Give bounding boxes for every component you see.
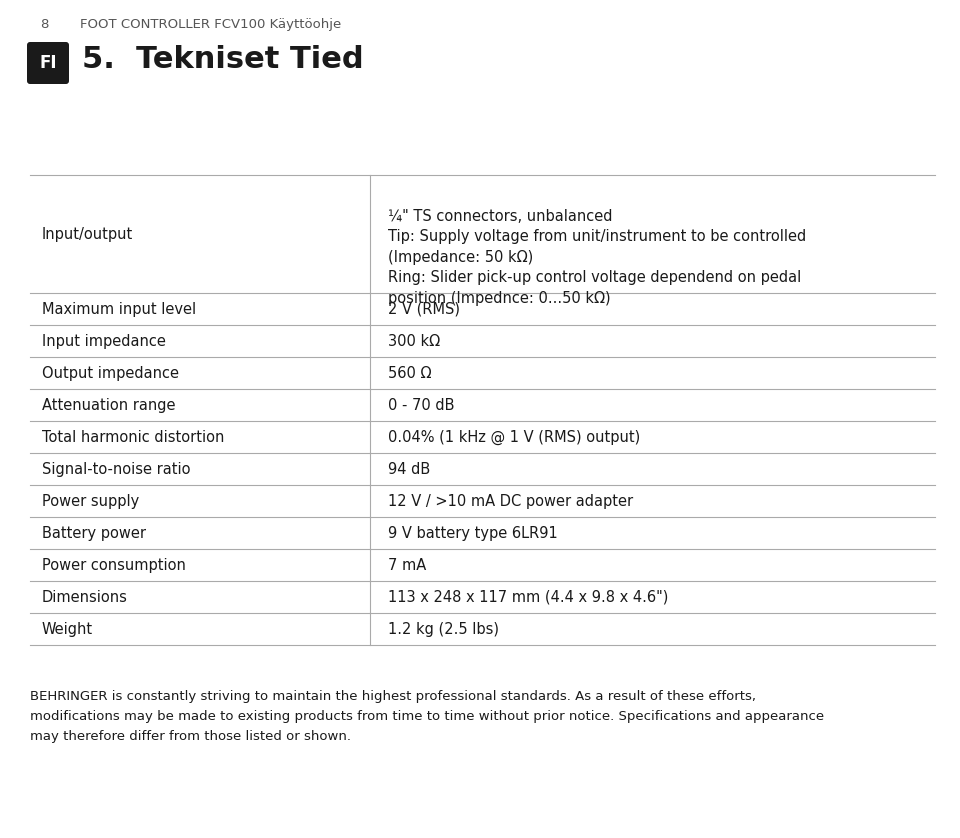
Text: Input/output: Input/output: [42, 226, 133, 241]
Text: Dimensions: Dimensions: [42, 589, 128, 604]
Text: Power consumption: Power consumption: [42, 557, 186, 572]
Text: Signal-to-noise ratio: Signal-to-noise ratio: [42, 462, 190, 477]
Text: ¼" TS connectors, unbalanced
Tip: Supply voltage from unit/instrument to be cont: ¼" TS connectors, unbalanced Tip: Supply…: [388, 209, 806, 306]
Text: FOOT CONTROLLER FCV100 Käyttöohje: FOOT CONTROLLER FCV100 Käyttöohje: [80, 18, 341, 31]
Text: Total harmonic distortion: Total harmonic distortion: [42, 430, 225, 444]
Text: 94 dB: 94 dB: [388, 462, 430, 477]
Text: Power supply: Power supply: [42, 494, 139, 509]
Text: 8: 8: [40, 18, 48, 31]
Text: 7 mA: 7 mA: [388, 557, 426, 572]
Text: FI: FI: [39, 54, 57, 72]
Text: Attenuation range: Attenuation range: [42, 397, 176, 412]
Text: Battery power: Battery power: [42, 525, 146, 541]
Text: 1.2 kg (2.5 lbs): 1.2 kg (2.5 lbs): [388, 622, 499, 637]
Text: Output impedance: Output impedance: [42, 365, 179, 380]
Text: 9 V battery type 6LR91: 9 V battery type 6LR91: [388, 525, 558, 541]
Text: Weight: Weight: [42, 622, 93, 637]
Text: 0.04% (1 kHz @ 1 V (RMS) output): 0.04% (1 kHz @ 1 V (RMS) output): [388, 429, 640, 445]
Text: 2 V (RMS): 2 V (RMS): [388, 302, 460, 317]
Text: Maximum input level: Maximum input level: [42, 302, 196, 317]
Text: 300 kΩ: 300 kΩ: [388, 334, 440, 349]
Text: BEHRINGER is constantly striving to maintain the highest professional standards.: BEHRINGER is constantly striving to main…: [30, 690, 824, 743]
Text: 12 V / >10 mA DC power adapter: 12 V / >10 mA DC power adapter: [388, 494, 634, 509]
Text: 5.  Tekniset Tied: 5. Tekniset Tied: [82, 45, 364, 74]
FancyBboxPatch shape: [27, 42, 69, 84]
Text: 0 - 70 dB: 0 - 70 dB: [388, 397, 454, 412]
Text: 560 Ω: 560 Ω: [388, 365, 431, 380]
Text: 113 x 248 x 117 mm (4.4 x 9.8 x 4.6"): 113 x 248 x 117 mm (4.4 x 9.8 x 4.6"): [388, 589, 668, 604]
Text: Input impedance: Input impedance: [42, 334, 166, 349]
